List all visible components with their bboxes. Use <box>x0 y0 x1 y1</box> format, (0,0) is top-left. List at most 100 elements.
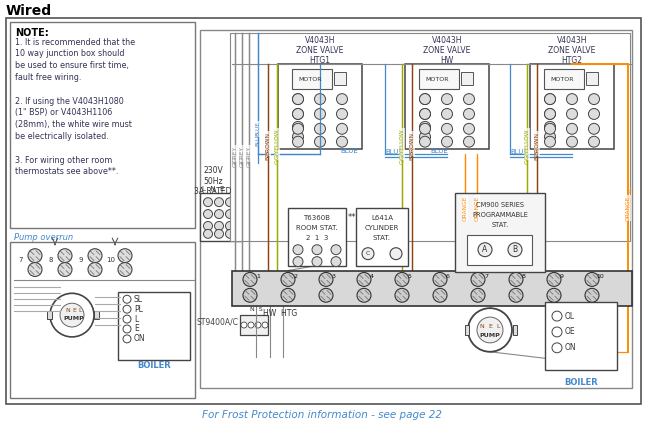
Circle shape <box>545 136 556 147</box>
Circle shape <box>545 123 556 134</box>
Circle shape <box>58 262 72 276</box>
Bar <box>230 32 630 241</box>
Text: L  N  E: L N E <box>202 186 225 192</box>
Circle shape <box>292 94 303 105</box>
Text: PL: PL <box>134 305 143 314</box>
Text: N: N <box>65 308 71 313</box>
Text: 9: 9 <box>560 274 564 279</box>
Text: STAT.: STAT. <box>373 235 391 241</box>
Circle shape <box>123 325 131 333</box>
Circle shape <box>60 303 84 327</box>
Circle shape <box>509 273 523 287</box>
Text: 1: 1 <box>256 274 260 279</box>
Circle shape <box>336 94 347 105</box>
Text: 2  1  3: 2 1 3 <box>306 235 328 241</box>
Text: 5: 5 <box>408 274 412 279</box>
Bar <box>278 65 362 149</box>
Text: ON: ON <box>565 344 576 352</box>
Bar <box>200 193 242 241</box>
Text: ORANGE: ORANGE <box>463 210 468 235</box>
Circle shape <box>395 273 409 287</box>
Text: 8: 8 <box>522 274 526 279</box>
Circle shape <box>204 197 212 207</box>
Text: L: L <box>496 324 499 328</box>
Text: GREY: GREY <box>239 146 245 162</box>
Bar <box>530 65 614 149</box>
Text: V4043H
ZONE VALVE
HTG2: V4043H ZONE VALVE HTG2 <box>548 36 596 65</box>
Text: V4043H
ZONE VALVE
HTG1: V4043H ZONE VALVE HTG1 <box>296 36 344 65</box>
Circle shape <box>419 108 430 119</box>
Circle shape <box>477 317 503 343</box>
Text: 6: 6 <box>446 274 450 279</box>
Circle shape <box>88 262 102 276</box>
Text: L: L <box>78 308 82 313</box>
Text: GREY: GREY <box>232 146 237 162</box>
Circle shape <box>552 343 562 353</box>
Text: 2: 2 <box>294 274 298 279</box>
Circle shape <box>547 288 561 302</box>
Text: OE: OE <box>565 327 576 336</box>
Circle shape <box>567 123 578 134</box>
Circle shape <box>243 288 257 302</box>
Circle shape <box>471 288 485 302</box>
Bar <box>356 208 408 265</box>
Text: 7: 7 <box>484 274 488 279</box>
Text: N  S: N S <box>250 307 262 312</box>
Circle shape <box>545 94 556 105</box>
Circle shape <box>567 108 578 119</box>
Circle shape <box>547 273 561 287</box>
Text: PROGRAMMABLE: PROGRAMMABLE <box>472 212 528 218</box>
Circle shape <box>312 245 322 254</box>
Circle shape <box>226 222 234 230</box>
Bar <box>405 65 489 149</box>
Text: GREY: GREY <box>239 151 245 167</box>
Circle shape <box>58 249 72 262</box>
Text: STAT.: STAT. <box>491 222 509 228</box>
Text: HW  HTG: HW HTG <box>263 309 297 318</box>
Circle shape <box>478 243 492 257</box>
Circle shape <box>463 123 474 134</box>
Text: PUMP: PUMP <box>63 316 84 321</box>
Text: 10: 10 <box>596 274 604 279</box>
Circle shape <box>123 295 131 303</box>
Text: G/YELLOW: G/YELLOW <box>399 133 404 164</box>
Circle shape <box>204 222 212 230</box>
Text: ON: ON <box>134 334 146 344</box>
Text: T6360B: T6360B <box>303 215 331 221</box>
Circle shape <box>319 288 333 302</box>
Circle shape <box>292 136 303 147</box>
Circle shape <box>441 136 452 147</box>
Bar <box>240 315 268 335</box>
Circle shape <box>552 311 562 321</box>
Circle shape <box>248 322 254 328</box>
Circle shape <box>545 131 556 142</box>
Bar <box>513 325 517 335</box>
Text: G/YELLOW: G/YELLOW <box>274 133 280 164</box>
Bar <box>47 311 52 319</box>
Circle shape <box>314 136 325 147</box>
Text: 8: 8 <box>49 257 53 262</box>
Circle shape <box>123 305 131 313</box>
Bar <box>292 69 332 89</box>
Circle shape <box>50 293 94 337</box>
Circle shape <box>123 335 131 343</box>
Circle shape <box>118 262 132 276</box>
Circle shape <box>419 108 430 119</box>
Text: 9: 9 <box>79 257 83 262</box>
Circle shape <box>463 136 474 147</box>
Circle shape <box>589 123 600 134</box>
Text: ST9400A/C: ST9400A/C <box>197 317 239 326</box>
Circle shape <box>567 94 578 105</box>
Circle shape <box>241 322 247 328</box>
Text: BOILER: BOILER <box>564 378 598 387</box>
Text: MOTOR: MOTOR <box>425 77 449 82</box>
Text: BROWN: BROWN <box>265 137 270 160</box>
Circle shape <box>118 249 132 262</box>
Text: OL: OL <box>565 311 575 321</box>
Text: L: L <box>134 314 138 324</box>
Circle shape <box>215 222 223 230</box>
Circle shape <box>545 108 556 119</box>
Text: Pump overrun: Pump overrun <box>14 233 73 242</box>
Circle shape <box>441 123 452 134</box>
Circle shape <box>312 257 322 267</box>
